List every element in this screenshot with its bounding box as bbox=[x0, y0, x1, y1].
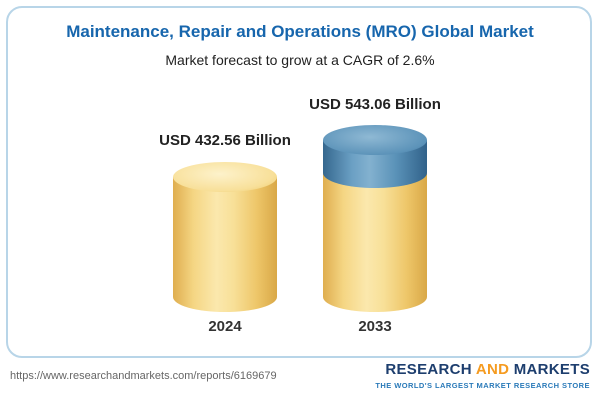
x-axis-label-2024: 2024 bbox=[208, 318, 242, 335]
research-and-markets-logo: RESEARCH AND MARKETS THE WORLD'S LARGEST… bbox=[375, 361, 590, 390]
logo-word-markets: MARKETS bbox=[513, 361, 590, 378]
bar-2033-top-ellipse bbox=[323, 125, 427, 155]
bar-2024-body bbox=[173, 177, 277, 312]
logo-word-and: AND bbox=[475, 361, 510, 378]
bar-2024-cylinder bbox=[173, 162, 277, 312]
value-label-2024: USD 432.56 Billion bbox=[159, 132, 291, 149]
value-label-2033: USD 543.06 Billion bbox=[309, 96, 441, 113]
logo-wordmark: RESEARCH AND MARKETS bbox=[375, 361, 590, 379]
bar-2033-cylinder bbox=[323, 125, 427, 312]
logo-word-research: RESEARCH bbox=[385, 361, 472, 378]
chart-subtitle: Market forecast to grow at a CAGR of 2.6… bbox=[165, 52, 435, 68]
bar-2024-top-ellipse bbox=[173, 162, 277, 192]
report-url-link[interactable]: https://www.researchandmarkets.com/repor… bbox=[10, 370, 277, 382]
x-axis-label-2033: 2033 bbox=[358, 318, 392, 335]
chart-panel bbox=[6, 6, 592, 358]
chart-title: Maintenance, Repair and Operations (MRO)… bbox=[66, 22, 534, 41]
logo-tagline: THE WORLD'S LARGEST MARKET RESEARCH STOR… bbox=[375, 380, 590, 390]
